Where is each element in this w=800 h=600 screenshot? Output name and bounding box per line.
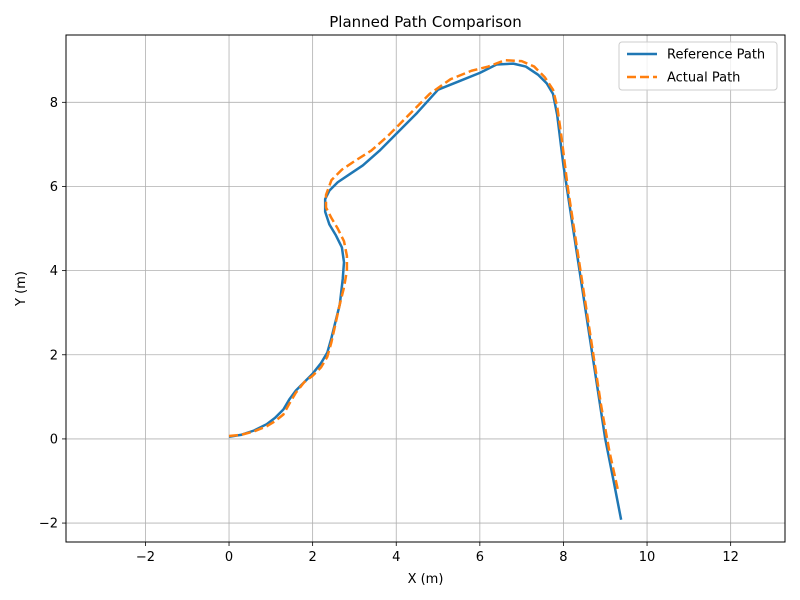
x-axis-label: X (m) xyxy=(408,572,444,587)
series-line-reference-path xyxy=(228,62,623,520)
grid-layer xyxy=(66,35,785,542)
chart-title: Planned Path Comparison xyxy=(329,13,521,31)
x-tick-label: 2 xyxy=(308,550,316,565)
x-tick-label: 8 xyxy=(559,550,567,565)
y-tick-label: 6 xyxy=(50,180,58,195)
x-tick-label: 4 xyxy=(392,550,400,565)
series-layer xyxy=(228,58,623,520)
y-tick-label: −2 xyxy=(39,517,58,532)
plot-frame xyxy=(65,34,786,543)
legend-box xyxy=(618,41,778,91)
legend-label-reference-path: Reference Path xyxy=(667,48,765,63)
y-axis-label: Y (m) xyxy=(14,271,29,307)
x-tick-label: 6 xyxy=(476,550,484,565)
x-tick-label: −2 xyxy=(136,550,155,565)
y-tick-label: 4 xyxy=(50,264,58,279)
x-tick-label: 10 xyxy=(639,550,656,565)
y-tick-label: 2 xyxy=(50,348,58,363)
y-tick-label: 0 xyxy=(50,432,58,447)
series-line-actual-path xyxy=(228,58,620,490)
y-tick-label: 8 xyxy=(50,96,58,111)
tick-layer: −2 0 2 4 6 8 10 12 −2 0 2 4 6 8 xyxy=(39,96,739,565)
x-tick-label: 12 xyxy=(722,550,739,565)
x-tick-label: 0 xyxy=(225,550,233,565)
legend-label-actual-path: Actual Path xyxy=(667,71,740,86)
legend: Reference Path Actual Path xyxy=(618,41,778,91)
